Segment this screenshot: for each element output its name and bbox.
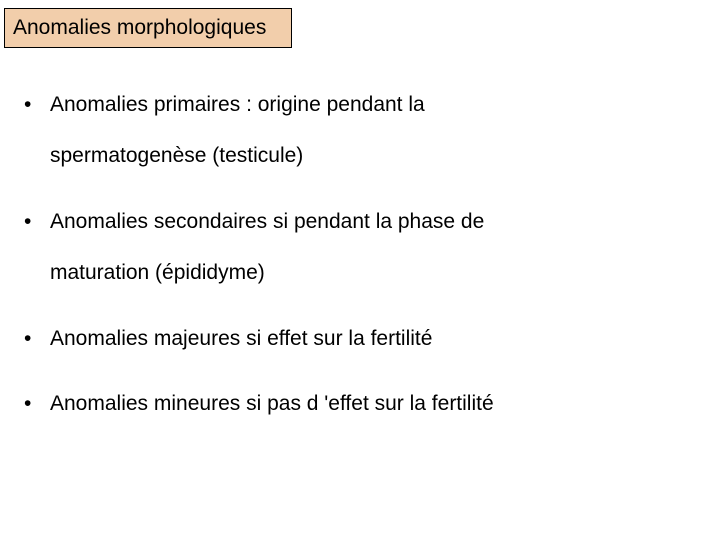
list-item: Anomalies mineures si pas d 'effet sur l… <box>22 389 682 418</box>
bullet-text-line1: Anomalies primaires : origine pendant la <box>50 93 425 116</box>
bullet-text-line1: Anomalies majeures si effet sur la ferti… <box>50 327 432 350</box>
bullet-list: Anomalies primaires : origine pendant la… <box>22 90 682 454</box>
slide-title: Anomalies morphologiques <box>13 16 266 40</box>
bullet-text-line1: Anomalies mineures si pas d 'effet sur l… <box>50 392 494 415</box>
bullet-text-line1: Anomalies secondaires si pendant la phas… <box>50 210 484 233</box>
list-item: Anomalies secondaires si pendant la phas… <box>22 207 682 288</box>
list-item: Anomalies majeures si effet sur la ferti… <box>22 324 682 353</box>
bullet-text-line2: maturation (épididyme) <box>50 258 682 287</box>
bullet-text-line2: spermatogenèse (testicule) <box>50 141 682 170</box>
title-box: Anomalies morphologiques <box>4 8 292 48</box>
list-item: Anomalies primaires : origine pendant la… <box>22 90 682 171</box>
